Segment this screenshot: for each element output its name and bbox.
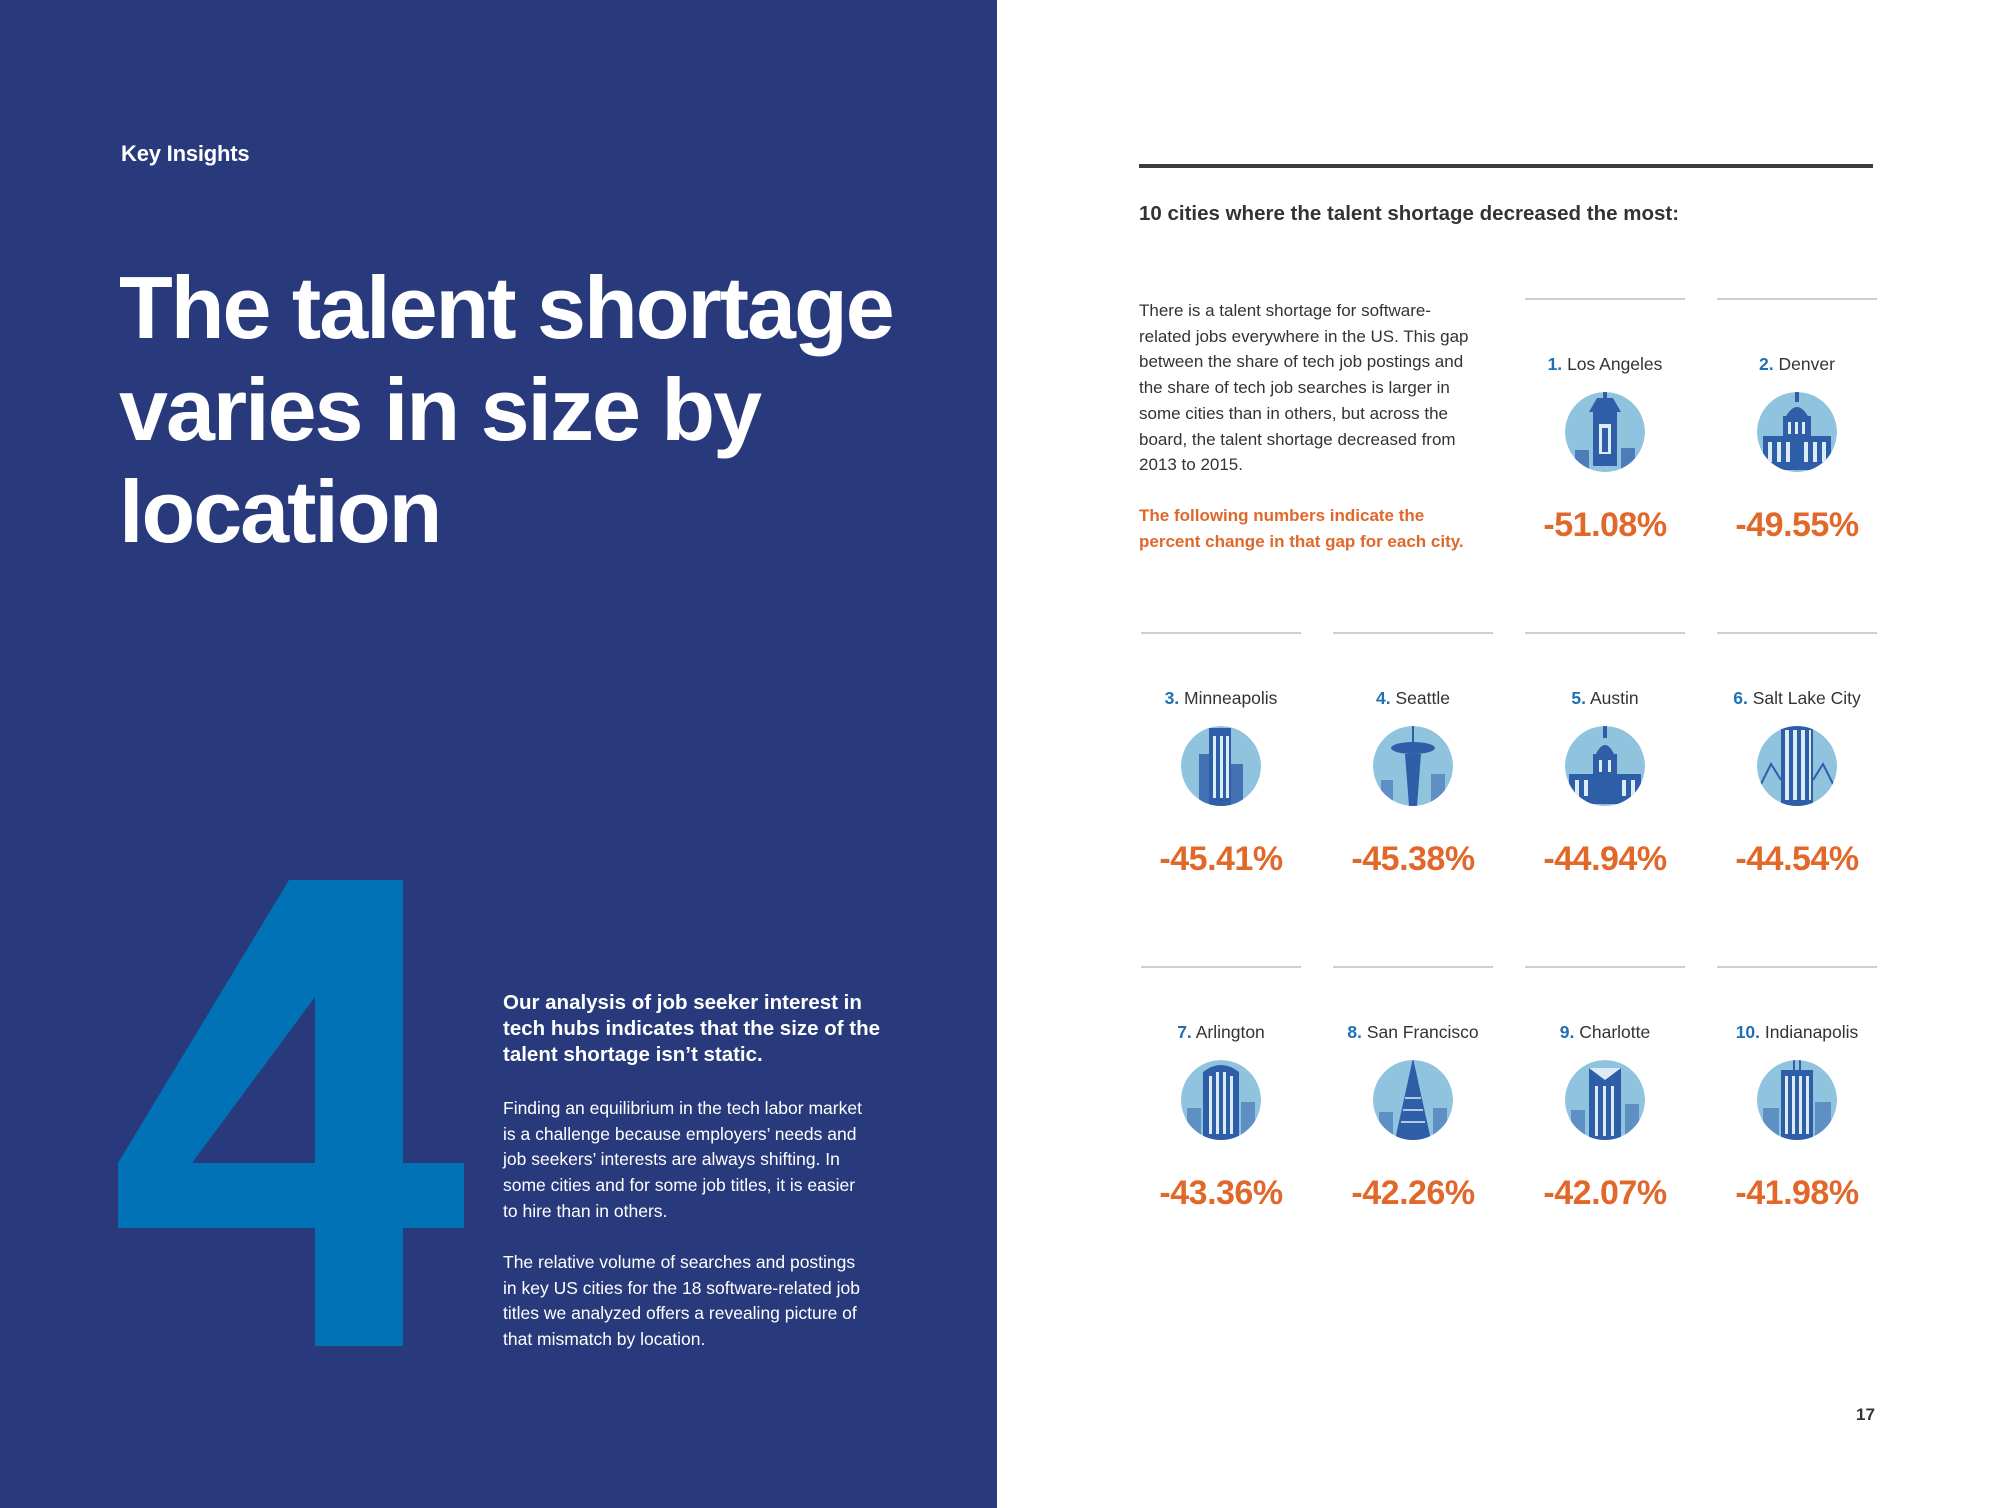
city-label: 7. Arlington — [1111, 1022, 1331, 1043]
charlotte-tower-icon — [1563, 1058, 1647, 1142]
body-paragraph-1: Finding an equilibrium in the tech labor… — [503, 1098, 862, 1221]
chart-subtitle: 10 cities where the talent shortage decr… — [1139, 202, 1680, 225]
city-name: San Francisco — [1366, 1022, 1479, 1042]
city-card: 9. Charlotte -42.07% — [1525, 966, 1685, 1246]
left-panel: Key Insights The talent shortage varies … — [0, 0, 997, 1508]
section-number-graphic: 4 — [118, 880, 464, 1346]
city-name: Austin — [1589, 688, 1639, 708]
city-name: Denver — [1778, 354, 1835, 374]
city-divider — [1141, 966, 1301, 968]
minneapolis-skyline-icon — [1179, 724, 1263, 808]
city-name: Indianapolis — [1764, 1022, 1859, 1042]
page-headline: The talent shortage varies in size by lo… — [119, 258, 895, 561]
city-card: 6. Salt Lake City -44.54% — [1717, 632, 1877, 912]
percent-change: -42.26% — [1351, 1174, 1475, 1212]
seattle-space-needle-icon — [1371, 724, 1455, 808]
city-card: 10. Indianapolis -41.98% — [1717, 966, 1877, 1246]
city-label: 4. Seattle — [1303, 688, 1523, 709]
city-rank: 4. — [1376, 688, 1391, 708]
city-name: Los Angeles — [1567, 354, 1663, 374]
city-divider — [1333, 632, 1493, 634]
city-card: 3. Minneapolis -45.41% — [1141, 632, 1301, 912]
percent-change: -42.07% — [1543, 1174, 1667, 1212]
arlington-tower-icon — [1179, 1058, 1263, 1142]
city-label: 9. Charlotte — [1495, 1022, 1715, 1043]
city-name: Salt Lake City — [1752, 688, 1861, 708]
city-card: 7. Arlington -43.36% — [1141, 966, 1301, 1246]
city-rank: 9. — [1559, 1022, 1575, 1042]
city-label: 10. Indianapolis — [1687, 1022, 1907, 1043]
right-panel: 10 cities where the talent shortage decr… — [997, 0, 2000, 1508]
city-label: 3. Minneapolis — [1111, 688, 1331, 709]
city-rank: 5. — [1571, 688, 1587, 708]
city-rank: 8. — [1347, 1022, 1362, 1042]
city-divider — [1141, 632, 1301, 634]
city-card: 1. Los Angeles -51.08% — [1525, 298, 1685, 578]
city-label: 8. San Francisco — [1303, 1022, 1523, 1043]
los-angeles-skyline-icon — [1563, 390, 1647, 474]
city-divider — [1525, 966, 1685, 968]
percent-change: -44.54% — [1735, 840, 1859, 878]
city-label: 5. Austin — [1495, 688, 1715, 709]
body-paragraph-2: The relative volume of searches and post… — [503, 1252, 860, 1350]
percent-change: -51.08% — [1543, 506, 1667, 544]
city-divider — [1333, 966, 1493, 968]
austin-capitol-icon — [1563, 724, 1647, 808]
city-card: 5. Austin -44.94% — [1525, 632, 1685, 912]
city-name: Seattle — [1395, 688, 1450, 708]
explanation-note: The following numbers indicate the perce… — [1139, 506, 1464, 551]
lead-paragraph: Our analysis of job seeker interest in t… — [503, 991, 881, 1066]
city-divider — [1717, 966, 1877, 968]
percent-change: -41.98% — [1735, 1174, 1859, 1212]
big-section-number: 4 — [118, 880, 464, 1346]
city-name: Arlington — [1195, 1022, 1265, 1042]
city-label: 1. Los Angeles — [1495, 354, 1715, 375]
city-rank: 1. — [1547, 354, 1563, 374]
city-rank: 7. — [1177, 1022, 1192, 1042]
intro-paragraph: There is a talent shortage for software-… — [1139, 301, 1469, 475]
city-name: Minneapolis — [1184, 688, 1278, 708]
indianapolis-tower-icon — [1755, 1058, 1839, 1142]
city-name: Charlotte — [1579, 1022, 1651, 1042]
city-card: 4. Seattle -45.38% — [1333, 632, 1493, 912]
city-rank: 6. — [1733, 688, 1748, 708]
city-rank: 2. — [1759, 354, 1774, 374]
city-divider — [1525, 298, 1685, 300]
section-number-text: 4 — [291, 1339, 293, 1341]
city-divider — [1717, 298, 1877, 300]
city-divider — [1717, 632, 1877, 634]
percent-change: -43.36% — [1159, 1174, 1283, 1212]
salt-lake-city-tower-icon — [1755, 724, 1839, 808]
san-francisco-pyramid-icon — [1371, 1058, 1455, 1142]
city-card: 8. San Francisco -42.26% — [1333, 966, 1493, 1246]
percent-change: -45.38% — [1351, 840, 1475, 878]
city-card: 2. Denver -49.55% — [1717, 298, 1877, 578]
city-rank: 3. — [1164, 688, 1180, 708]
percent-change: -45.41% — [1159, 840, 1283, 878]
city-label: 2. Denver — [1687, 354, 1907, 375]
city-rank: 10. — [1735, 1022, 1761, 1042]
page-number: 17 — [1856, 1405, 1875, 1424]
top-divider — [1139, 164, 1873, 168]
section-kicker: Key Insights — [121, 141, 250, 166]
denver-capitol-icon — [1755, 390, 1839, 474]
city-label: 6. Salt Lake City — [1687, 688, 1907, 709]
percent-change: -49.55% — [1735, 506, 1859, 544]
percent-change: -44.94% — [1543, 840, 1667, 878]
city-divider — [1525, 632, 1685, 634]
